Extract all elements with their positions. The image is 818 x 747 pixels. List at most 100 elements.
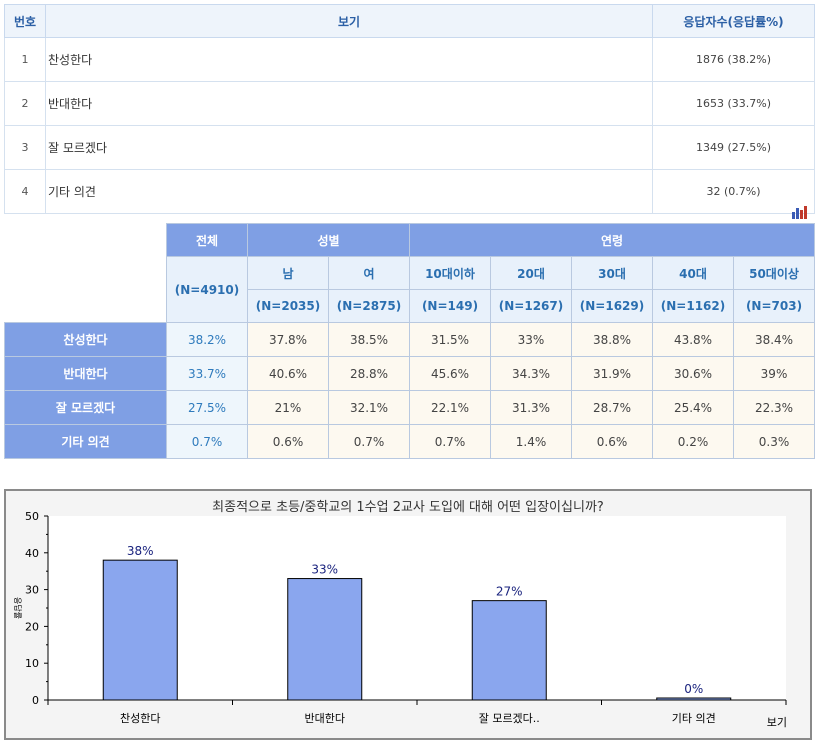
header-option: 보기 [45, 4, 653, 38]
chart-title: 최종적으로 초등/중학교의 1수업 2교사 도입에 대해 어떤 입장이십니까? [212, 500, 604, 515]
row-count: 1653 (33.7%) [652, 81, 815, 126]
cell-value: 38.8% [571, 322, 653, 357]
group-label: 30대 [571, 256, 653, 290]
row-total: 33.7% [166, 356, 248, 391]
row-count: 1349 (27.5%) [652, 125, 815, 170]
row-number: 2 [4, 81, 46, 126]
cell-value: 45.6% [409, 356, 491, 391]
cell-value: 0.6% [247, 424, 329, 459]
results-row: 1 찬성한다 1876 (38.2%) [4, 37, 815, 82]
group-label: 여 [328, 256, 410, 290]
cell-value: 31.9% [571, 356, 653, 391]
cell-value: 28.7% [571, 390, 653, 425]
y-tick-label: 20 [25, 620, 39, 633]
row-number: 1 [4, 37, 46, 82]
row-option: 찬성한다 [45, 37, 653, 82]
row-label: 찬성한다 [4, 322, 167, 357]
group-n: (N=2035) [247, 289, 329, 323]
results-row: 4 기타 의견 32 (0.7%) [4, 169, 815, 214]
bar-data-label: 33% [311, 563, 338, 577]
cell-value: 39% [732, 356, 816, 391]
cell-value: 28.8% [328, 356, 410, 391]
x-tick-label: 반대한다 [305, 712, 345, 725]
results-header-row: 번호 보기 응답자수(응답률%) [4, 4, 815, 38]
cell-value: 30.6% [652, 356, 734, 391]
cell-value: 34.3% [490, 356, 572, 391]
cell-value: 25.4% [652, 390, 734, 425]
cell-value: 21% [247, 390, 329, 425]
cell-value: 0.2% [652, 424, 734, 459]
row-label: 잘 모르겠다 [4, 390, 167, 425]
group-label: 50대이상 [732, 256, 816, 290]
cell-value: 43.8% [652, 322, 734, 357]
cell-value: 38.5% [328, 322, 410, 357]
x-tick-label: 잘 모르겠다.. [479, 712, 540, 725]
cell-value: 0.6% [571, 424, 653, 459]
row-option: 기타 의견 [45, 169, 653, 214]
results-table: 번호 보기 응답자수(응답률%) 1 찬성한다 1876 (38.2%) 2 반… [4, 4, 815, 214]
crosstab-table: 전체 성별 연령 (N=4910) 남 여 10대이하 20대 30대 40대 … [4, 223, 816, 459]
cell-value: 1.4% [490, 424, 572, 459]
y-tick-label: 10 [25, 657, 39, 670]
row-number: 3 [4, 125, 46, 170]
row-option: 반대한다 [45, 81, 653, 126]
cell-value: 32.1% [328, 390, 410, 425]
cell-value: 33% [490, 322, 572, 357]
row-count: 1876 (38.2%) [652, 37, 815, 82]
crosstab-corner [4, 223, 167, 323]
cell-value: 38.4% [732, 322, 816, 357]
cell-value: 22.3% [732, 390, 816, 425]
cell-value: 37.8% [247, 322, 329, 357]
row-number: 4 [4, 169, 46, 214]
group-n: (N=2875) [328, 289, 410, 323]
row-total: 38.2% [166, 322, 248, 357]
header-gender: 성별 [247, 223, 410, 257]
row-count: 32 (0.7%) [652, 169, 815, 214]
group-n: (N=1267) [490, 289, 572, 323]
group-n: (N=149) [409, 289, 491, 323]
crosstab-row: 잘 모르겠다 27.5% 21% 32.1% 22.1% 31.3% 28.7%… [4, 390, 816, 425]
bar [102, 559, 178, 701]
y-tick-label: 50 [25, 510, 39, 523]
row-label: 반대한다 [4, 356, 167, 391]
group-label: 20대 [490, 256, 572, 290]
bar-data-label: 38% [127, 544, 154, 558]
header-count: 응답자수(응답률%) [652, 4, 815, 38]
bar [471, 600, 547, 701]
group-label: 10대이하 [409, 256, 491, 290]
group-n: (N=703) [732, 289, 816, 323]
cell-value: 31.3% [490, 390, 572, 425]
row-label: 기타 의견 [4, 424, 167, 459]
group-label: 남 [247, 256, 329, 290]
bar-chart-panel: 최종적으로 초등/중학교의 1수업 2교사 도입에 대해 어떤 입장이십니까? … [4, 489, 812, 740]
header-total: 전체 [166, 223, 248, 257]
results-row: 2 반대한다 1653 (33.7%) [4, 81, 815, 126]
cell-value: 0.7% [328, 424, 410, 459]
x-axis-label: 보기 [767, 716, 787, 729]
bar [656, 697, 732, 701]
bar-data-label: 27% [496, 585, 523, 599]
cell-value: 40.6% [247, 356, 329, 391]
y-axis-label: 응답률 [13, 597, 23, 619]
crosstab-row: 기타 의견 0.7% 0.6% 0.7% 0.7% 1.4% 0.6% 0.2%… [4, 424, 816, 459]
results-row: 3 잘 모르겠다 1349 (27.5%) [4, 125, 815, 170]
crosstab-row: 반대한다 33.7% 40.6% 28.8% 45.6% 34.3% 31.9%… [4, 356, 816, 391]
group-n: (N=1162) [652, 289, 734, 323]
y-tick-label: 40 [25, 547, 39, 560]
cell-value: 22.1% [409, 390, 491, 425]
row-total: 0.7% [166, 424, 248, 459]
row-option: 잘 모르겠다 [45, 125, 653, 170]
row-total: 27.5% [166, 390, 248, 425]
crosstab-row: 찬성한다 38.2% 37.8% 38.5% 31.5% 33% 38.8% 4… [4, 322, 816, 357]
x-tick-label: 찬성한다 [120, 711, 160, 725]
bar [287, 578, 363, 701]
bar-chart-icon[interactable] [792, 205, 808, 219]
y-tick-label: 30 [25, 584, 39, 597]
cell-value: 0.7% [409, 424, 491, 459]
group-label: 40대 [652, 256, 734, 290]
cell-value: 0.3% [732, 424, 816, 459]
y-tick-label: 0 [32, 694, 39, 707]
header-number: 번호 [4, 4, 46, 38]
header-age: 연령 [408, 223, 816, 257]
cell-value: 31.5% [409, 322, 491, 357]
